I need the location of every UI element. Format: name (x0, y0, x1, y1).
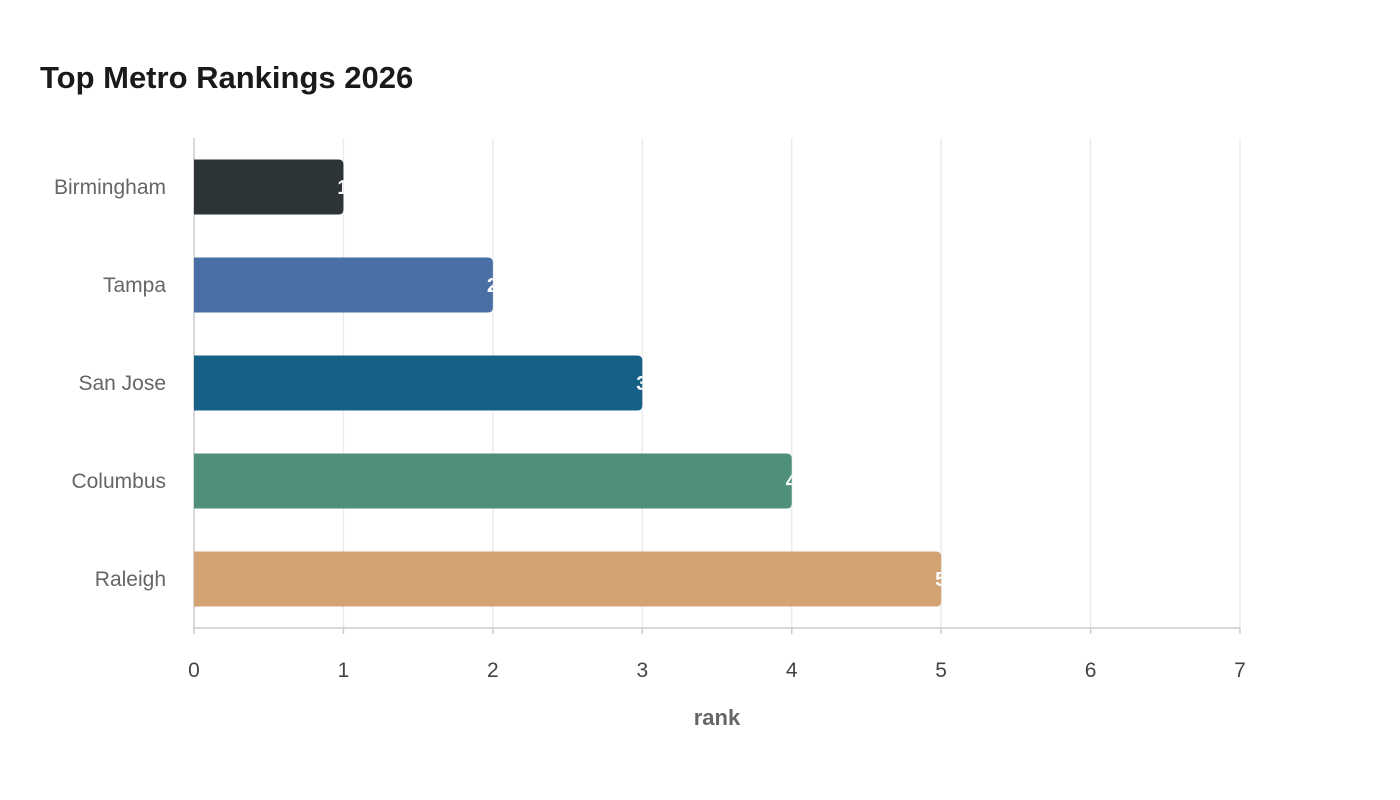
axes (193, 138, 1241, 634)
x-tick-label: 4 (786, 659, 798, 682)
category-label: Birmingham (54, 176, 166, 199)
value-label: 1 (337, 177, 348, 199)
bars: 1 2 3 4 5 (194, 159, 946, 607)
category-label: Raleigh (95, 568, 166, 591)
bar-tampa (194, 257, 493, 313)
category-label: San Jose (78, 372, 166, 395)
x-tick-label: 3 (636, 659, 648, 682)
value-label: 2 (487, 275, 498, 297)
x-tick-label: 6 (1085, 659, 1097, 682)
x-tick-label: 0 (188, 659, 200, 682)
x-tick-label: 1 (338, 659, 350, 682)
bar-columbus (194, 453, 792, 509)
category-labels: Birmingham Tampa San Jose Columbus Raleigh (54, 176, 166, 591)
x-tick-label: 7 (1234, 659, 1246, 682)
x-tick-label: 5 (935, 659, 947, 682)
x-tick-label: 2 (487, 659, 499, 682)
category-label: Columbus (71, 470, 166, 493)
x-axis-title: rank (694, 705, 741, 730)
value-label: 4 (786, 471, 798, 493)
value-label: 5 (935, 569, 946, 591)
x-tick-labels: 0 1 2 3 4 5 6 7 (188, 659, 1246, 682)
bar-san-jose (194, 355, 643, 411)
category-label: Tampa (103, 274, 166, 297)
bar-raleigh (194, 551, 942, 607)
bar-birmingham (194, 159, 344, 215)
chart-title: Top Metro Rankings 2026 (40, 60, 414, 95)
value-label: 3 (636, 373, 647, 395)
